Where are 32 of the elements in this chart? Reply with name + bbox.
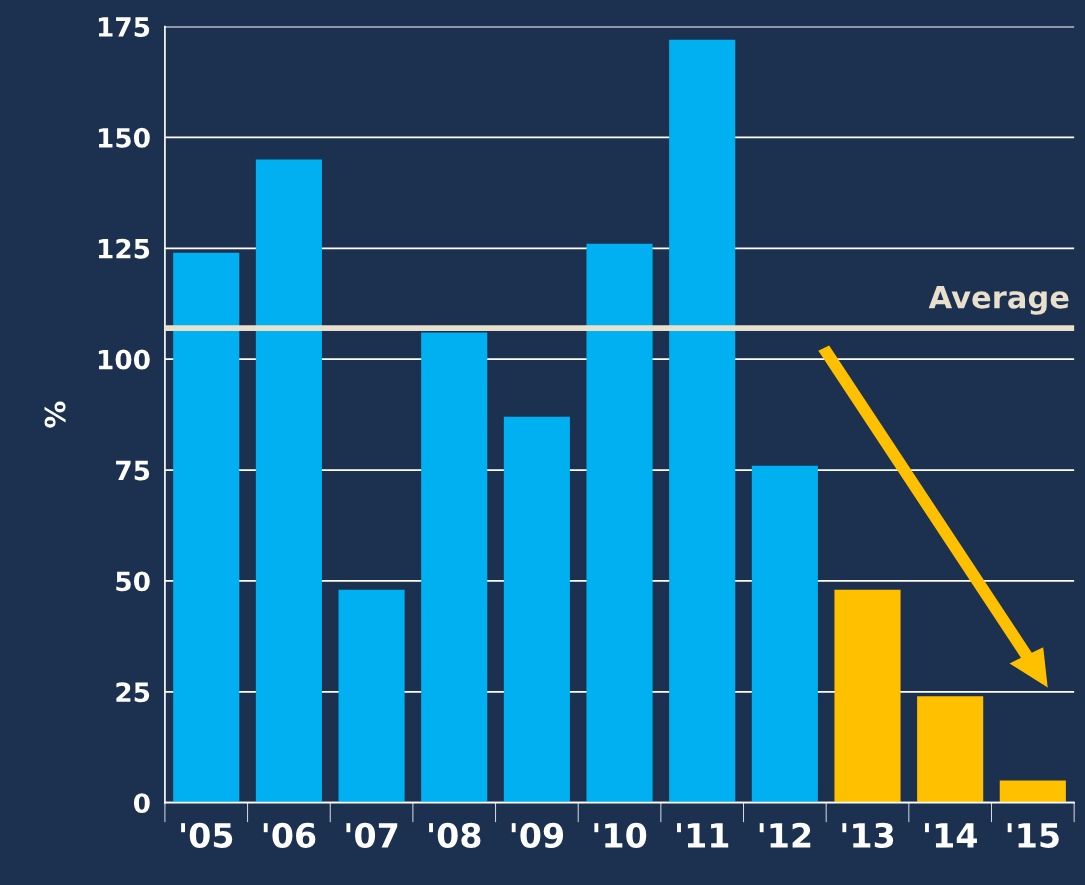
x-tick-label: '10 — [594, 822, 647, 848]
x-tick-label: '09 — [511, 822, 564, 848]
ref-line-label: Average — [928, 285, 1069, 315]
y-tick-label: 100 — [98, 349, 150, 370]
bar — [834, 589, 901, 803]
bar — [917, 696, 984, 803]
y-tick-label: 0 — [133, 793, 150, 814]
x-tick-label: '06 — [263, 822, 316, 848]
y-tick-label: 25 — [116, 682, 150, 703]
bar — [669, 39, 736, 803]
bar — [503, 416, 570, 803]
x-tick-label: '08 — [429, 822, 481, 848]
x-tick-label: '05 — [181, 822, 233, 848]
x-tick-label: '07 — [346, 822, 398, 848]
y-axis-title: % — [44, 401, 66, 428]
y-tick-label: 50 — [116, 571, 150, 592]
y-tick-label: 150 — [98, 127, 150, 148]
x-tick-label: '11 — [677, 823, 729, 848]
y-tick-label: 125 — [98, 238, 150, 259]
bar — [586, 243, 653, 803]
y-tick-label: 75 — [116, 460, 150, 481]
bar — [338, 589, 405, 803]
bar — [173, 252, 240, 803]
x-tick-label: '13 — [842, 822, 894, 848]
bar — [999, 780, 1066, 803]
x-tick-label: '14 — [925, 823, 977, 848]
x-tick-label: '15 — [1007, 823, 1059, 848]
bar — [751, 465, 818, 803]
x-tick-label: '12 — [759, 822, 811, 848]
bar — [255, 159, 322, 803]
y-tick-label: 175 — [98, 17, 150, 37]
bar — [421, 332, 488, 803]
